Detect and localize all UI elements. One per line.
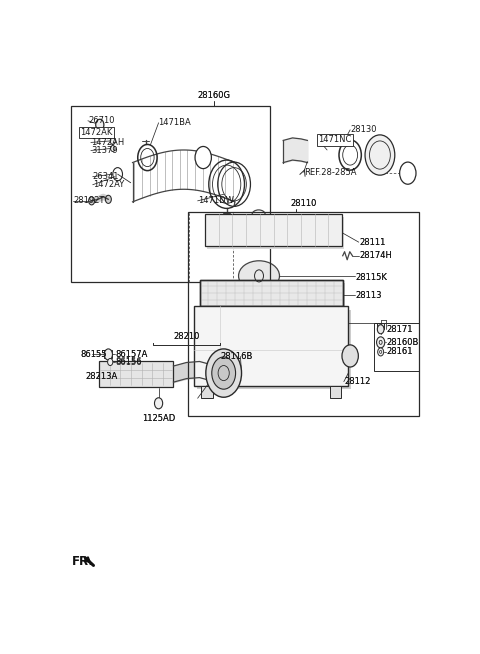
Text: 28111: 28111 (360, 237, 386, 247)
Text: 28113: 28113 (356, 290, 382, 300)
Circle shape (110, 145, 115, 152)
Text: 26710: 26710 (88, 116, 114, 126)
Bar (374, 322, 419, 371)
Text: 28213A: 28213A (85, 372, 118, 381)
Circle shape (104, 349, 112, 360)
Text: 28160G: 28160G (198, 91, 231, 99)
Text: 28160B: 28160B (386, 338, 419, 347)
Text: 1471BA: 1471BA (158, 118, 192, 128)
Text: 31379: 31379 (91, 146, 118, 155)
Text: 28161: 28161 (386, 347, 413, 356)
Text: 26341: 26341 (93, 172, 119, 181)
Circle shape (400, 162, 416, 184)
Bar (202, 386, 213, 398)
Bar (200, 280, 343, 306)
Bar (200, 280, 343, 306)
Circle shape (378, 348, 384, 356)
Circle shape (377, 337, 385, 348)
Bar (330, 386, 341, 398)
Text: 28113: 28113 (356, 290, 382, 300)
Text: 86155: 86155 (81, 350, 107, 359)
Circle shape (377, 325, 384, 334)
Text: 1472AK: 1472AK (81, 128, 113, 137)
Text: 1472AY: 1472AY (93, 181, 124, 189)
Circle shape (206, 349, 241, 397)
Text: 28130: 28130 (350, 126, 377, 134)
Text: A: A (405, 169, 411, 178)
Text: 1125AD: 1125AD (142, 415, 175, 423)
Text: 28174H: 28174H (360, 251, 392, 260)
Bar (205, 215, 342, 246)
Text: 28192T: 28192T (73, 196, 104, 205)
Circle shape (212, 357, 236, 389)
Circle shape (110, 137, 115, 145)
Bar (188, 212, 419, 416)
Bar (96, 122, 103, 128)
Text: 86156: 86156 (115, 358, 142, 367)
Circle shape (155, 398, 163, 409)
Text: 86157A: 86157A (115, 350, 147, 359)
Bar (202, 283, 345, 309)
Bar (71, 106, 270, 283)
Text: 28213A: 28213A (85, 372, 118, 381)
Text: 28171: 28171 (386, 325, 413, 334)
Circle shape (96, 119, 104, 130)
Bar (196, 309, 351, 389)
Text: 86157A: 86157A (115, 350, 147, 359)
Text: 28160G: 28160G (198, 91, 231, 99)
Bar (104, 351, 112, 358)
Bar (377, 323, 384, 329)
Text: 1471NC: 1471NC (319, 135, 352, 145)
Bar (99, 362, 173, 387)
Text: 86155: 86155 (81, 350, 107, 359)
Text: 1472AH: 1472AH (91, 138, 124, 147)
Text: REF.28-285A: REF.28-285A (304, 167, 356, 177)
Bar (207, 217, 344, 249)
Text: 1125AD: 1125AD (142, 415, 175, 423)
Text: 28111: 28111 (360, 237, 386, 247)
Text: 28112: 28112 (345, 377, 371, 386)
Text: 28160B: 28160B (386, 338, 419, 347)
Text: 28115K: 28115K (356, 273, 388, 283)
Text: 28110: 28110 (290, 199, 317, 209)
Text: 28174H: 28174H (360, 251, 392, 260)
Text: 28210: 28210 (173, 332, 200, 341)
Circle shape (342, 345, 359, 367)
Text: 28161: 28161 (386, 347, 413, 356)
Ellipse shape (239, 261, 279, 291)
Circle shape (365, 135, 395, 175)
Text: 28115K: 28115K (356, 273, 388, 283)
Circle shape (108, 358, 113, 366)
Text: 86156: 86156 (115, 358, 142, 366)
Text: 28116B: 28116B (220, 352, 252, 361)
Text: 28171: 28171 (386, 325, 413, 334)
Text: FR.: FR. (72, 555, 94, 568)
Text: 28210: 28210 (173, 332, 200, 341)
Circle shape (195, 146, 211, 169)
Text: 28110: 28110 (290, 199, 317, 209)
Text: A: A (200, 153, 206, 162)
Text: 1471DW: 1471DW (198, 196, 233, 205)
Text: 28112: 28112 (345, 377, 371, 386)
Bar (194, 306, 348, 386)
Text: 28116B: 28116B (220, 352, 252, 361)
